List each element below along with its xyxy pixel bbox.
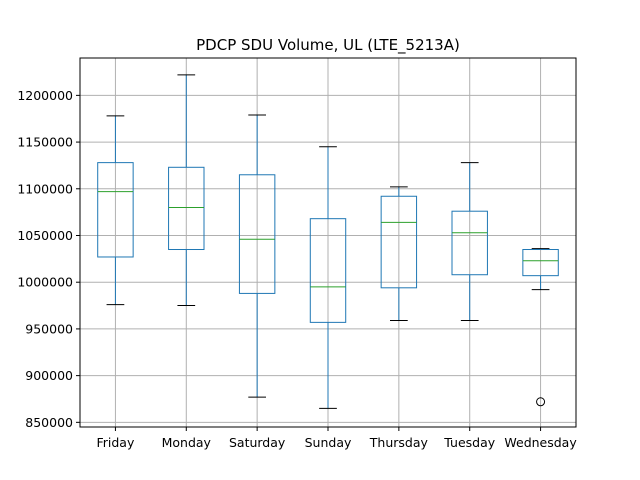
- axis-ticks: 850000 900000 950000 1000000 1050000 1100000 1…: [17, 88, 577, 450]
- box-saturday: [238, 114, 276, 398]
- box-friday: [97, 115, 134, 306]
- outlier-point: [536, 397, 546, 407]
- x-tick-label: Tuesday: [443, 435, 495, 450]
- iqr-box: [522, 249, 559, 277]
- x-tick-label: Sunday: [305, 435, 352, 450]
- iqr-box: [97, 162, 134, 258]
- y-tick-label: 1000000: [17, 275, 73, 290]
- chart-title: PDCP SDU Volume, UL (LTE_5213A): [196, 36, 460, 55]
- iqr-box: [309, 218, 347, 323]
- box-monday: [168, 74, 205, 307]
- x-tick-label: Friday: [96, 435, 134, 450]
- iqr-box: [380, 195, 418, 289]
- box-tuesday: [451, 162, 488, 322]
- box-thursday: [380, 186, 418, 322]
- y-tick-label: 1150000: [17, 135, 73, 150]
- y-tick-label: 1100000: [17, 181, 73, 196]
- y-tick-label: 1050000: [17, 228, 73, 243]
- iqr-box: [238, 174, 276, 294]
- box-wednesday: [522, 248, 559, 407]
- y-tick-label: 950000: [25, 321, 73, 336]
- y-tick-label: 900000: [25, 368, 73, 383]
- x-tick-label: Monday: [162, 435, 212, 450]
- x-tick-label: Thursday: [369, 435, 429, 450]
- y-tick-label: 1200000: [17, 88, 73, 103]
- boxes-layer: [97, 74, 559, 409]
- x-tick-label: Wednesday: [504, 435, 577, 450]
- iqr-box: [451, 210, 488, 276]
- x-tick-label: Saturday: [229, 435, 286, 450]
- y-tick-label: 850000: [25, 415, 73, 430]
- iqr-box: [168, 166, 205, 251]
- box-sunday: [309, 146, 347, 409]
